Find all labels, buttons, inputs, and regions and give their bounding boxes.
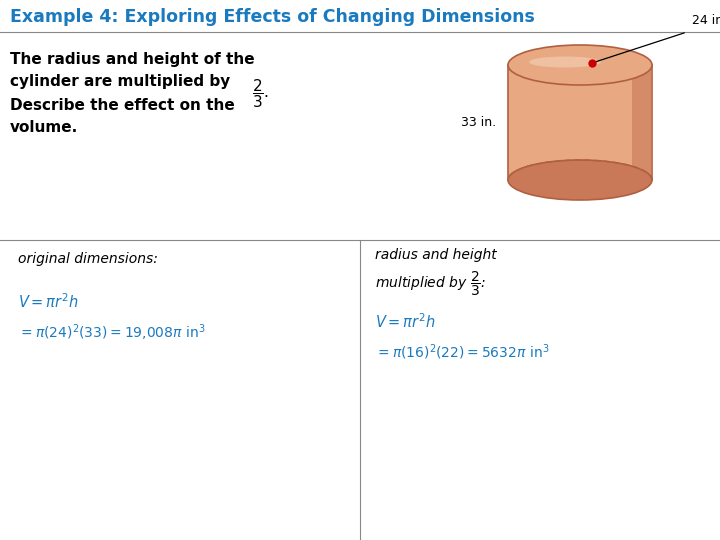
Text: $V = \pi r^2 h$: $V = \pi r^2 h$ <box>18 292 79 310</box>
Polygon shape <box>632 65 652 180</box>
Text: $\dfrac{2}{3}$$.$: $\dfrac{2}{3}$$.$ <box>252 77 269 110</box>
Text: $= \pi(24)^2(33) = 19{,}008\pi\ \mathrm{in}^3$: $= \pi(24)^2(33) = 19{,}008\pi\ \mathrm{… <box>18 322 206 342</box>
Text: volume.: volume. <box>10 120 78 135</box>
Polygon shape <box>508 65 652 180</box>
Text: The radius and height of the: The radius and height of the <box>10 52 255 67</box>
Text: $V = \pi r^2 h$: $V = \pi r^2 h$ <box>375 312 436 330</box>
Text: 24 in.: 24 in. <box>692 14 720 27</box>
Text: 33 in.: 33 in. <box>461 116 496 129</box>
Text: radius and height: radius and height <box>375 248 497 262</box>
Text: $= \pi(16)^2(22) = 5632\pi\ \mathrm{in}^3$: $= \pi(16)^2(22) = 5632\pi\ \mathrm{in}^… <box>375 342 549 362</box>
Text: multiplied by $\dfrac{2}{3}$:: multiplied by $\dfrac{2}{3}$: <box>375 270 486 298</box>
Text: Describe the effect on the: Describe the effect on the <box>10 98 235 113</box>
Text: Example 4: Exploring Effects of Changing Dimensions: Example 4: Exploring Effects of Changing… <box>10 8 535 26</box>
Text: cylinder are multiplied by: cylinder are multiplied by <box>10 74 230 89</box>
Ellipse shape <box>508 45 652 85</box>
Ellipse shape <box>508 160 652 200</box>
Ellipse shape <box>529 57 601 68</box>
Text: original dimensions:: original dimensions: <box>18 252 158 266</box>
